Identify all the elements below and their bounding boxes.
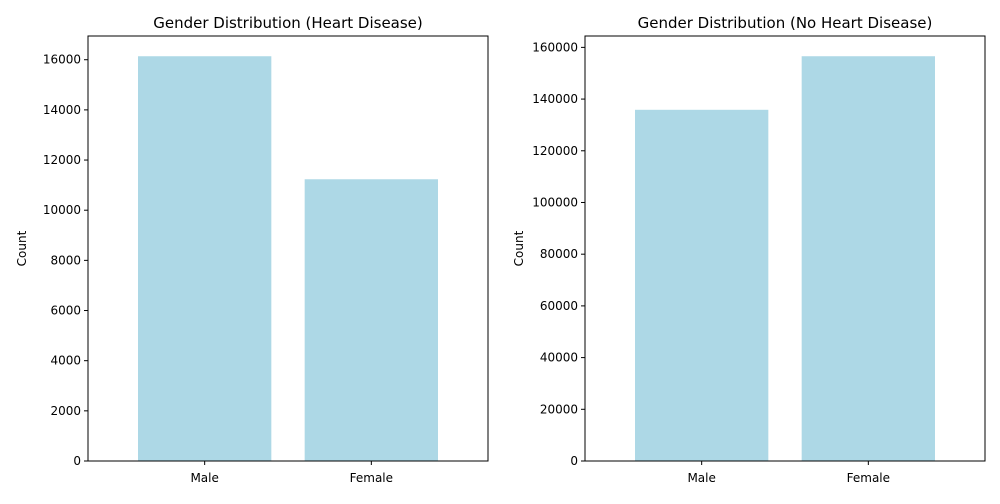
y-tick-label: 12000 bbox=[43, 153, 81, 167]
y-axis-label: Count bbox=[512, 230, 526, 266]
y-tick-label: 4000 bbox=[50, 354, 81, 368]
x-tick-label: Male bbox=[190, 471, 218, 485]
y-tick-label: 0 bbox=[73, 454, 81, 468]
y-tick-label: 120000 bbox=[532, 144, 578, 158]
y-tick-label: 20000 bbox=[540, 402, 578, 416]
y-axis-label: Count bbox=[15, 230, 29, 266]
y-tick-label: 0 bbox=[570, 454, 578, 468]
y-tick-label: 100000 bbox=[532, 195, 578, 209]
y-tick-label: 8000 bbox=[50, 253, 81, 267]
y-tick-label: 6000 bbox=[50, 304, 81, 318]
bar-male bbox=[138, 56, 272, 461]
x-tick-label: Female bbox=[847, 471, 890, 485]
plot-frame bbox=[87, 35, 489, 462]
chart-title: Gender Distribution (Heart Disease) bbox=[153, 14, 423, 32]
chart-panel-2: 0 20000 40000 60000 80000 100000 120000 140000 1… bbox=[512, 14, 986, 485]
chart-title: Gender Distribution (No Heart Disease) bbox=[638, 14, 933, 32]
y-tick-label: 140000 bbox=[532, 92, 578, 106]
plot-frame bbox=[584, 35, 986, 462]
y-tick-label: 60000 bbox=[540, 299, 578, 313]
y-tick-label: 14000 bbox=[43, 103, 81, 117]
x-tick-label: Female bbox=[350, 471, 393, 485]
y-tick-label: 160000 bbox=[532, 40, 578, 54]
x-tick-label: Male bbox=[687, 471, 715, 485]
bar-male bbox=[635, 109, 769, 461]
chart-panel-1: 0 2000 4000 6000 8000 10000 12000 14000 16000 Mal… bbox=[15, 14, 489, 485]
bar-female bbox=[801, 56, 935, 462]
y-tick-label: 2000 bbox=[50, 404, 81, 418]
y-tick-label: 80000 bbox=[540, 247, 578, 261]
y-tick-label: 10000 bbox=[43, 203, 81, 217]
bar-female bbox=[304, 179, 438, 461]
y-tick-label: 16000 bbox=[43, 53, 81, 67]
y-tick-label: 40000 bbox=[540, 351, 578, 365]
